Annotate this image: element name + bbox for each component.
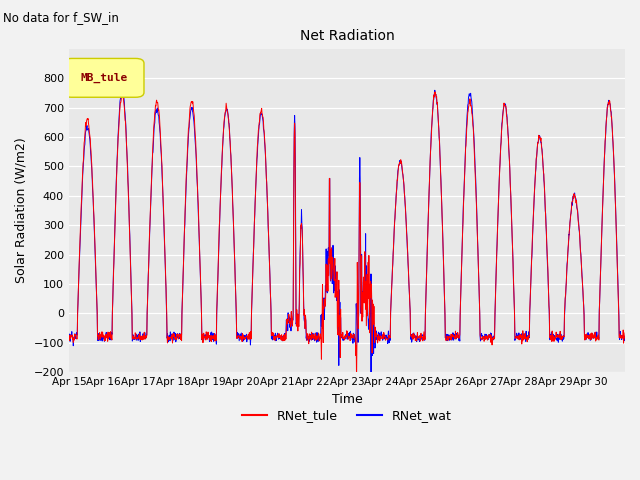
RNet_tule bbox=[614, 297, 622, 302]
FancyBboxPatch shape bbox=[63, 59, 144, 97]
RNet_wat bbox=[479, 336, 486, 342]
Line: RNet_tule: RNet_tule bbox=[69, 92, 625, 378]
RNet_tule bbox=[431, 89, 439, 95]
RNet_tule bbox=[560, 334, 568, 340]
RNet_wat bbox=[152, 107, 160, 113]
RNet_tule bbox=[322, 290, 330, 296]
RNet_wat bbox=[65, 333, 73, 339]
Y-axis label: Solar Radiation (W/m2): Solar Radiation (W/m2) bbox=[15, 138, 28, 283]
RNet_wat bbox=[118, 87, 125, 93]
Legend: RNet_tule, RNet_wat: RNet_tule, RNet_wat bbox=[237, 405, 457, 427]
Text: MB_tule: MB_tule bbox=[81, 73, 127, 83]
RNet_wat bbox=[614, 297, 622, 302]
X-axis label: Time: Time bbox=[332, 393, 362, 406]
RNet_wat bbox=[323, 246, 330, 252]
RNet_wat bbox=[621, 333, 629, 339]
RNet_tule bbox=[65, 336, 73, 342]
RNet_tule bbox=[353, 375, 360, 381]
Text: No data for f_SW_in: No data for f_SW_in bbox=[3, 11, 119, 24]
Line: RNet_wat: RNet_wat bbox=[69, 90, 625, 379]
RNet_tule bbox=[479, 334, 486, 339]
RNet_wat bbox=[367, 376, 375, 382]
RNet_wat bbox=[560, 332, 568, 337]
Title: Net Radiation: Net Radiation bbox=[300, 29, 394, 43]
RNet_tule bbox=[621, 330, 629, 336]
RNet_tule bbox=[152, 103, 160, 109]
RNet_wat bbox=[333, 298, 340, 303]
RNet_tule bbox=[332, 286, 340, 292]
